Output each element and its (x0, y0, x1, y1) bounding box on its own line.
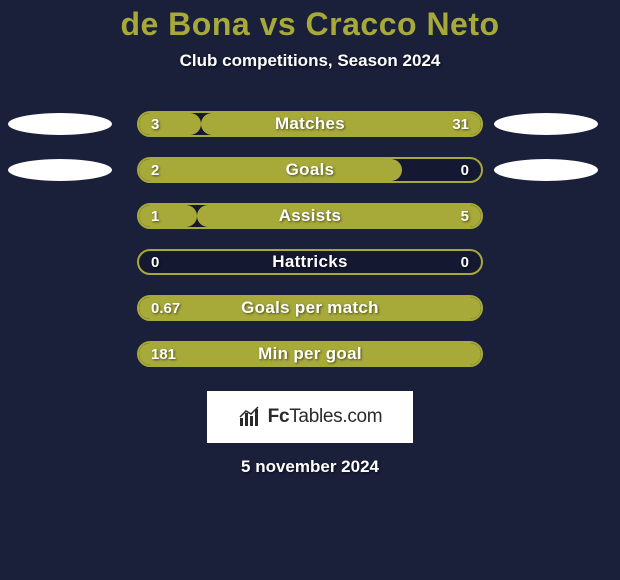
stat-label: Matches (139, 114, 481, 134)
stat-value-right: 31 (452, 116, 469, 133)
stat-bar: 2 0Goals (137, 157, 483, 183)
stat-row: 181Min per goal (0, 341, 620, 367)
stat-value-right: 0 (461, 162, 469, 179)
stat-label: Goals per match (139, 298, 481, 318)
logo-prefix: Fc (268, 406, 290, 427)
stat-label: Assists (139, 206, 481, 226)
player-right-name: Cracco Neto (306, 6, 500, 42)
player-right-marker (494, 159, 598, 181)
subtitle: Club competitions, Season 2024 (180, 51, 441, 71)
player-left-marker (8, 159, 112, 181)
stat-row: 2 0Goals (0, 157, 620, 183)
page-title: de Bona vs Cracco Neto (120, 6, 499, 43)
logo-badge: FcTables.com (207, 391, 413, 443)
stat-row: 3 31Matches (0, 111, 620, 137)
logo-rest: Tables.com (289, 406, 382, 427)
stat-bar: 0.67Goals per match (137, 295, 483, 321)
stat-bar: 0 0Hattricks (137, 249, 483, 275)
stat-bar: 1 5Assists (137, 203, 483, 229)
stat-row: 0 0Hattricks (0, 249, 620, 275)
stat-label: Hattricks (139, 252, 481, 272)
stat-value-left: 2 (151, 162, 159, 179)
title-separator: vs (260, 6, 297, 42)
player-left-name: de Bona (120, 6, 250, 42)
stat-value-right: 0 (461, 254, 469, 271)
stat-value-left: 3 (151, 116, 159, 133)
stat-label: Min per goal (139, 344, 481, 364)
stat-value-right: 5 (461, 208, 469, 225)
player-left-marker (8, 113, 112, 135)
stat-row: 0.67Goals per match (0, 295, 620, 321)
footer-date: 5 november 2024 (241, 457, 379, 477)
stat-value-left: 0 (151, 254, 159, 271)
stat-bar: 181Min per goal (137, 341, 483, 367)
chart-icon (238, 406, 262, 428)
stat-value-left: 0.67 (151, 300, 180, 317)
stat-value-left: 181 (151, 346, 176, 363)
player-right-marker (494, 113, 598, 135)
comparison-chart: 331Matches20Goals15Assists00Hattricks0.6… (0, 111, 620, 387)
stat-value-left: 1 (151, 208, 159, 225)
stat-row: 1 5Assists (0, 203, 620, 229)
logo-text: FcTables.com (268, 406, 383, 428)
stat-label: Goals (139, 160, 481, 180)
stat-bar: 3 31Matches (137, 111, 483, 137)
